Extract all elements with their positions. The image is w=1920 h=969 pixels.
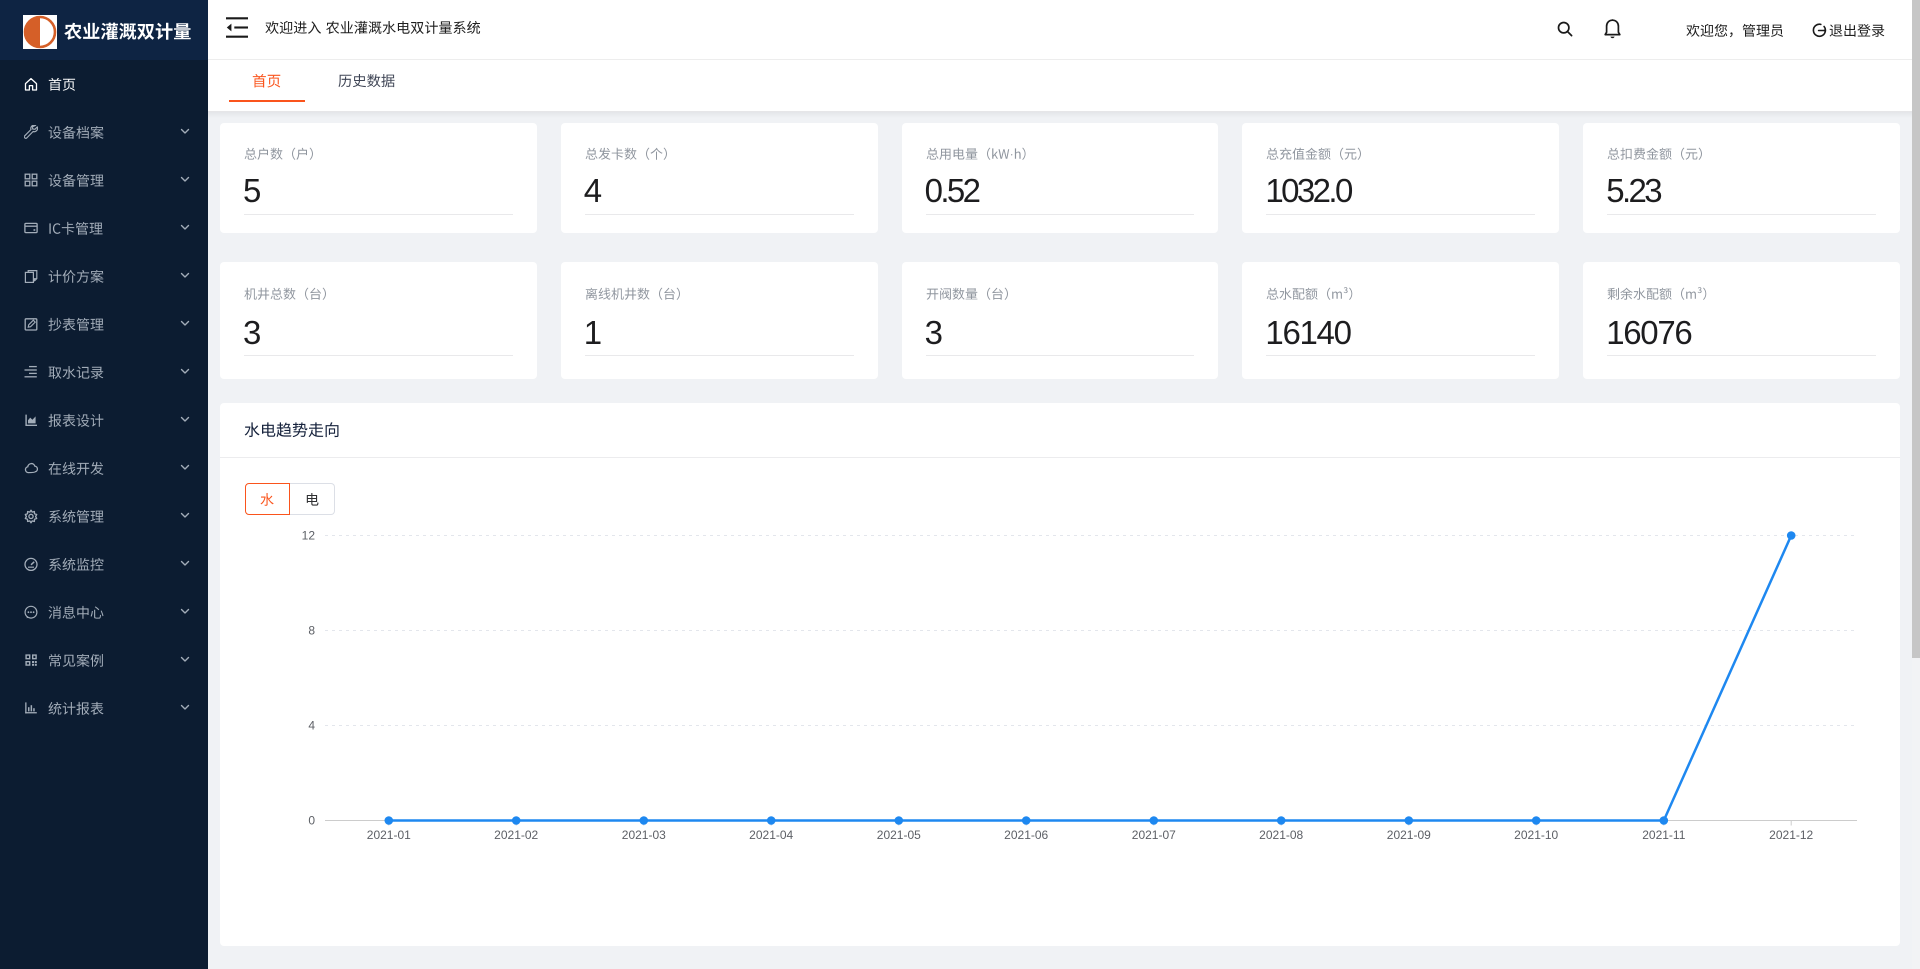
svg-text:2021-06: 2021-06: [1004, 828, 1048, 842]
svg-text:2021-07: 2021-07: [1132, 828, 1176, 842]
svg-text:2021-12: 2021-12: [1769, 828, 1813, 842]
svg-text:2021-11: 2021-11: [1642, 828, 1685, 842]
svg-text:2021-01: 2021-01: [367, 828, 411, 842]
svg-text:8: 8: [308, 624, 315, 638]
svg-text:2021-08: 2021-08: [1259, 828, 1303, 842]
svg-text:2021-05: 2021-05: [877, 828, 921, 842]
svg-text:2021-10: 2021-10: [1514, 828, 1558, 842]
svg-text:2021-02: 2021-02: [494, 828, 538, 842]
svg-text:4: 4: [308, 719, 315, 733]
svg-text:2021-09: 2021-09: [1387, 828, 1431, 842]
svg-text:2021-03: 2021-03: [622, 828, 666, 842]
svg-text:0: 0: [308, 814, 315, 828]
svg-text:12: 12: [302, 529, 316, 543]
svg-text:2021-04: 2021-04: [749, 828, 793, 842]
